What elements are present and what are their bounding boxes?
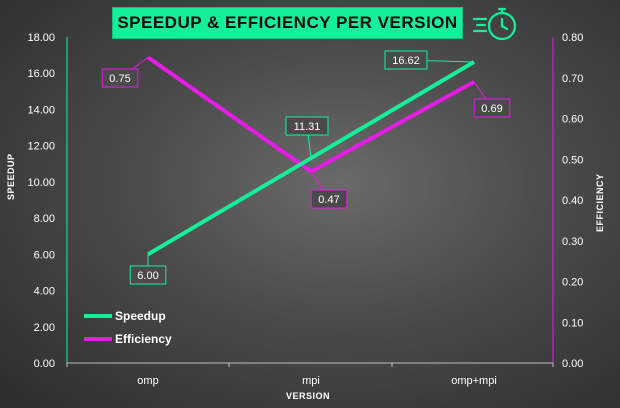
y-left-tick-label: 2.00 [34, 322, 55, 334]
legend: Speedup Efficiency [84, 304, 172, 350]
data-label-speedup-box [129, 265, 167, 285]
legend-label-efficiency: Efficiency [115, 331, 172, 346]
y-left-tick-label: 10.00 [27, 177, 55, 189]
data-label-speedup: 16.62 [392, 55, 420, 67]
data-label-speedup-box [384, 50, 428, 70]
y-left-tick-label: 8.00 [34, 213, 55, 225]
y-right-tick-label: 0.60 [562, 114, 583, 126]
chart-title: SPEEDUP & EFFICIENCY PER VERSION [112, 7, 463, 39]
y-right-tick-label: 0.40 [562, 195, 583, 207]
y-right-tick-label: 0.10 [562, 317, 583, 329]
y-left-tick-label: 0.00 [34, 358, 55, 370]
y-axis-right-title: EFFICIENCY [595, 173, 605, 232]
legend-item-speedup[interactable]: Speedup [84, 304, 172, 327]
data-label-efficiency: 0.47 [318, 194, 339, 206]
data-label-efficiency-box [473, 98, 511, 118]
stopwatch-icon [472, 7, 517, 41]
y-left-tick-label: 4.00 [34, 286, 55, 298]
x-tick-label: omp [137, 375, 158, 387]
legend-swatch-efficiency [84, 336, 112, 341]
data-label-speedup: 11.31 [294, 121, 321, 133]
y-right-tick-label: 0.50 [562, 154, 583, 166]
data-label-speedup-box [285, 116, 329, 136]
y-right-tick-label: 0.20 [562, 277, 583, 289]
data-label-efficiency: 0.75 [109, 73, 130, 85]
y-left-tick-label: 16.00 [27, 68, 55, 80]
y-right-tick-label: 0.30 [562, 236, 583, 248]
y-axis-left-title: SPEEDUP [6, 153, 16, 200]
y-right-tick-label: 0.80 [562, 32, 583, 44]
data-label-efficiency: 0.69 [481, 103, 502, 115]
y-left-tick-label: 18.00 [27, 32, 55, 44]
data-label-efficiency-box [101, 68, 139, 88]
y-left-tick-label: 14.00 [27, 104, 55, 116]
data-label-speedup: 6.00 [137, 270, 158, 282]
legend-item-efficiency[interactable]: Efficiency [84, 327, 172, 350]
y-right-tick-label: 0.70 [562, 73, 583, 85]
y-left-tick-label: 12.00 [27, 141, 55, 153]
legend-swatch-speedup [84, 313, 112, 318]
y-left-tick-label: 6.00 [34, 249, 55, 261]
x-tick-label: omp+mpi [451, 375, 497, 387]
data-label-efficiency-box [310, 189, 348, 209]
y-right-tick-label: 0.00 [562, 358, 583, 370]
legend-label-speedup: Speedup [115, 308, 166, 323]
x-axis-title: VERSION [286, 391, 331, 401]
x-tick-label: mpi [302, 375, 320, 387]
